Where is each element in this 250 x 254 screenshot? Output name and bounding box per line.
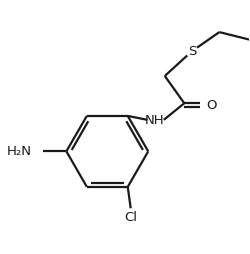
Text: S: S	[188, 45, 196, 58]
Text: NH: NH	[145, 114, 165, 127]
Text: Cl: Cl	[124, 212, 137, 225]
Text: O: O	[207, 99, 217, 112]
Text: H₂N: H₂N	[6, 145, 31, 158]
